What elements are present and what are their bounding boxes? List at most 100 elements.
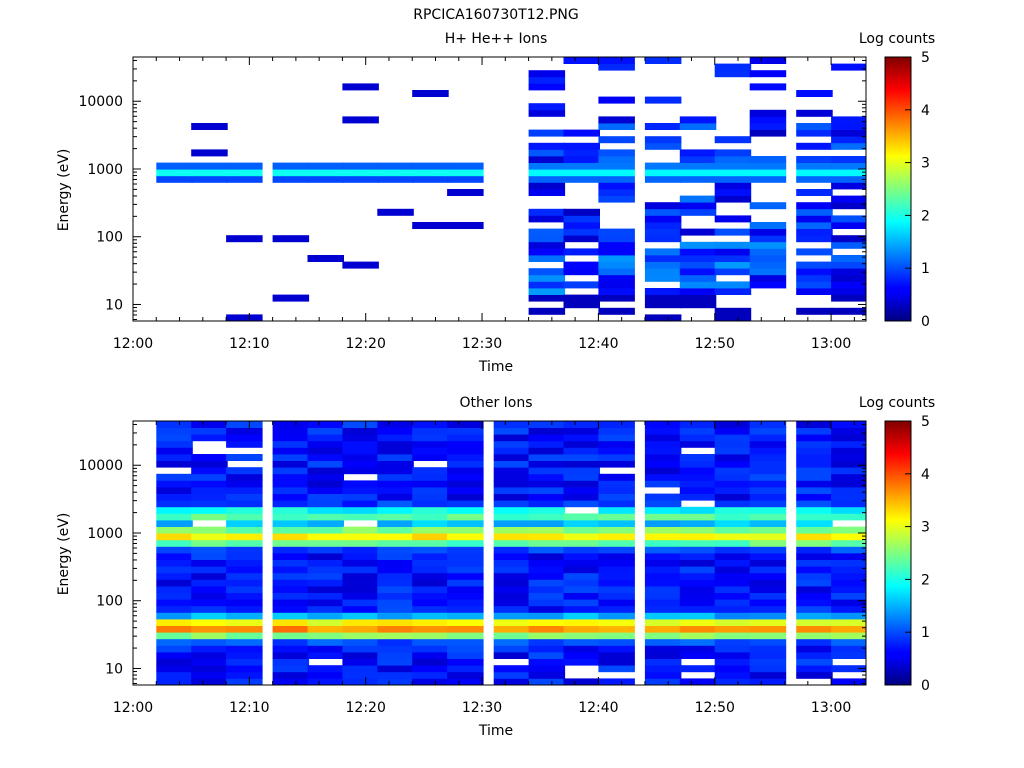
- heatmap-cell: [796, 421, 833, 428]
- heatmap-cell: [272, 434, 310, 442]
- heatmap-cell: [598, 195, 635, 203]
- heatmap-cell: [644, 421, 682, 428]
- heatmap-cell: [644, 520, 682, 527]
- heatmap-cell: [226, 440, 263, 448]
- heatmap-cell: [377, 572, 414, 580]
- heatmap-cell: [598, 665, 635, 673]
- heatmap-cell: [598, 189, 635, 196]
- heatmap-cell: [307, 619, 344, 626]
- heatmap-cell: [412, 625, 449, 633]
- heatmap-cell: [528, 619, 566, 626]
- heatmap-cell: [796, 208, 833, 216]
- heatmap-cell: [272, 421, 310, 428]
- heatmap-cell: [493, 473, 531, 481]
- heatmap-cell: [528, 268, 566, 276]
- heatmap-cell: [796, 500, 833, 508]
- heatmap-cell: [714, 427, 752, 435]
- heatmap-cell: [493, 427, 531, 435]
- colorbar-tick-label: 1: [921, 625, 930, 641]
- heatmap-cell: [226, 586, 263, 593]
- heatmap-cell: [679, 559, 717, 567]
- heatmap-cell: [831, 281, 867, 289]
- heatmap-cell: [796, 638, 833, 646]
- heatmap-cell: [796, 526, 833, 534]
- heatmap-cell: [563, 261, 600, 269]
- heatmap-cell: [679, 625, 717, 633]
- heatmap-cell: [598, 169, 635, 177]
- heatmap-cell: [831, 605, 867, 613]
- heatmap-cell: [563, 156, 600, 163]
- heatmap-cell: [796, 215, 833, 223]
- heatmap-cell: [563, 513, 600, 521]
- heatmap-cell: [714, 314, 752, 322]
- heatmap-cell: [412, 645, 449, 653]
- heatmap-cell: [563, 586, 600, 593]
- heatmap-cell: [644, 301, 682, 309]
- heatmap-cell: [307, 487, 344, 494]
- heatmap-cell: [377, 612, 414, 620]
- heatmap-cell: [679, 493, 717, 501]
- heatmap-cell: [377, 421, 414, 428]
- panel-title: Other Ions: [459, 395, 532, 411]
- heatmap-cell: [528, 533, 566, 541]
- heatmap-cell: [191, 487, 228, 494]
- heatmap-cell: [796, 129, 833, 137]
- heatmap-cell: [272, 652, 310, 659]
- heatmap-cell: [644, 632, 682, 640]
- heatmap-cell: [644, 526, 682, 534]
- heatmap-cell: [563, 57, 600, 64]
- x-tick-label: 12:10: [229, 336, 269, 352]
- heatmap-cell: [796, 579, 833, 587]
- heatmap-cell: [191, 454, 228, 461]
- heatmap-cell: [493, 553, 531, 560]
- heatmap-cell: [749, 261, 787, 269]
- heatmap-cell: [377, 592, 414, 600]
- heatmap-cell: [563, 467, 600, 475]
- heatmap-cell: [191, 559, 228, 567]
- heatmap-cell: [493, 533, 531, 541]
- heatmap-cell: [644, 123, 682, 130]
- heatmap-cell: [191, 632, 228, 640]
- heatmap-cell: [528, 579, 566, 587]
- panel-title: H+ He++ Ions: [445, 31, 548, 47]
- heatmap-cell: [796, 533, 833, 541]
- heatmap-cell: [226, 480, 263, 488]
- heatmap-cell: [679, 605, 717, 613]
- heatmap-cell: [749, 241, 787, 249]
- heatmap-cell: [272, 447, 310, 455]
- heatmap-cell: [714, 434, 752, 442]
- heatmap-cell: [447, 189, 484, 196]
- heatmap-cell: [191, 665, 228, 673]
- heatmap-cell: [528, 182, 566, 190]
- heatmap-cell: [412, 572, 449, 580]
- heatmap-cell: [644, 572, 682, 580]
- heatmap-cell: [831, 539, 867, 547]
- colorbar-tick-label: 5: [921, 50, 930, 66]
- heatmap-cell: [831, 123, 867, 130]
- heatmap-cell: [447, 579, 484, 587]
- heatmap-cell: [493, 506, 531, 514]
- heatmap-cell: [412, 175, 449, 183]
- heatmap-cell: [493, 460, 531, 468]
- heatmap-cell: [156, 625, 193, 633]
- heatmap-cell: [191, 480, 228, 488]
- heatmap-cell: [377, 447, 414, 455]
- heatmap-cell: [226, 645, 263, 653]
- heatmap-cell: [377, 566, 414, 574]
- heatmap-cell: [598, 632, 635, 640]
- heatmap-cell: [272, 473, 310, 481]
- heatmap-cell: [191, 619, 228, 626]
- heatmap-cell: [644, 294, 682, 302]
- heatmap-cell: [831, 586, 867, 593]
- heatmap-cell: [714, 638, 752, 646]
- heatmap-cell: [796, 268, 833, 276]
- heatmap-cell: [598, 274, 635, 282]
- heatmap-cell: [191, 572, 228, 580]
- heatmap-cell: [307, 612, 344, 620]
- heatmap-cell: [796, 473, 833, 481]
- heatmap-cell: [447, 566, 484, 574]
- x-tick-label: 12:30: [462, 700, 502, 716]
- heatmap-cell: [749, 520, 787, 527]
- heatmap-cell: [272, 592, 310, 600]
- heatmap-cell: [342, 619, 379, 626]
